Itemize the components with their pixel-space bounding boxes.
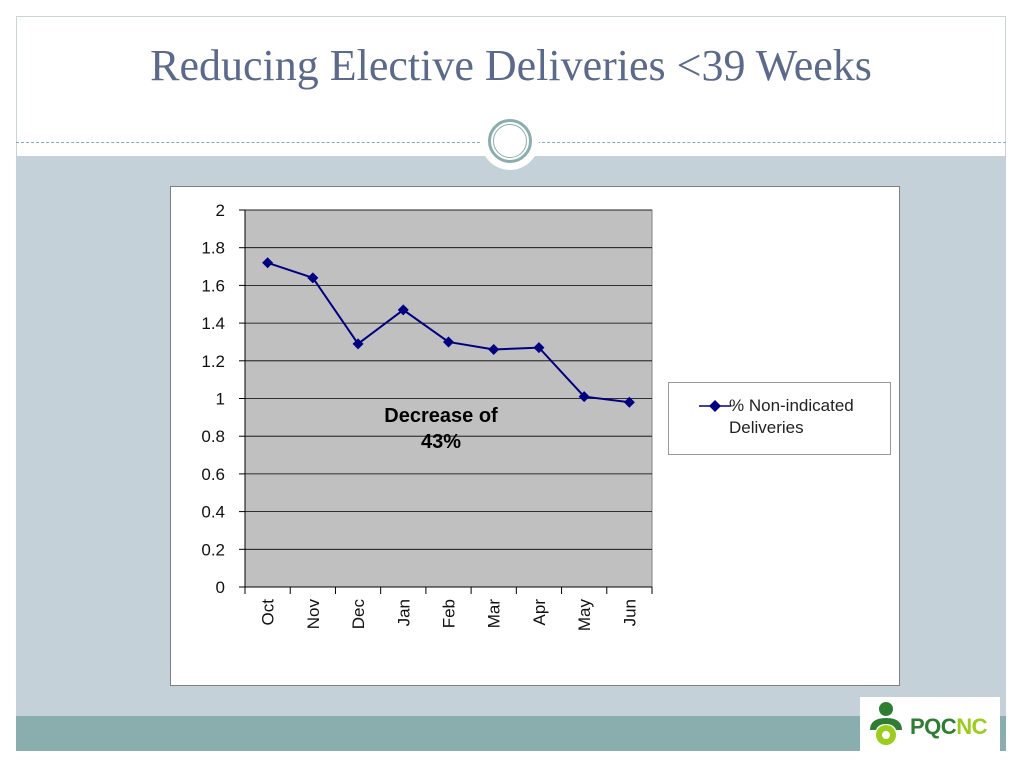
- x-tick-label: Oct: [259, 599, 278, 626]
- y-tick-label: 1.2: [201, 352, 225, 371]
- x-tick-label: Jan: [394, 599, 413, 626]
- logo-text-pqc: PQC: [910, 714, 957, 739]
- data-point: [262, 257, 274, 269]
- y-tick-label: 2: [216, 201, 225, 220]
- x-tick-label: Feb: [440, 599, 459, 628]
- logo-wordmark: PQCNC: [910, 714, 987, 740]
- legend-diamond-icon: [699, 400, 731, 412]
- footer-band: [16, 716, 1006, 751]
- ornament-inner-ring: [493, 124, 527, 158]
- x-tick-label: Mar: [485, 599, 504, 629]
- data-point: [397, 304, 409, 316]
- y-tick-label: 1: [216, 390, 225, 409]
- x-tick-label: Apr: [530, 599, 549, 626]
- data-point: [488, 343, 500, 355]
- y-tick-label: 0.4: [201, 503, 225, 522]
- legend-label: % Non-indicated Deliveries: [729, 396, 854, 437]
- y-tick-label: 0.2: [201, 540, 225, 559]
- data-point: [352, 338, 364, 350]
- annotation-line-2: 43%: [420, 431, 462, 453]
- data-point: [578, 391, 590, 403]
- y-tick-label: 1.6: [201, 276, 225, 295]
- y-tick-label: 0: [216, 578, 225, 597]
- y-tick-label: 0.6: [201, 465, 225, 484]
- y-tick-label: 0.8: [201, 427, 225, 446]
- slide-title: Reducing Elective Deliveries <39 Weeks: [150, 41, 872, 90]
- data-point: [623, 396, 635, 408]
- mother-baby-icon: [870, 702, 902, 745]
- chart-legend: % Non-indicated Deliveries: [668, 382, 891, 455]
- x-tick-label: Jun: [620, 599, 639, 626]
- annotation-line-1: Decrease of: [384, 405, 498, 427]
- x-tick-label: Dec: [349, 599, 368, 630]
- y-tick-label: 1.8: [201, 239, 225, 258]
- pqcnc-logo: PQCNC: [860, 697, 1000, 751]
- chart-annotation: Decrease of 43%: [356, 403, 526, 455]
- y-tick-label: 1.4: [201, 314, 225, 333]
- data-point: [307, 272, 319, 284]
- data-point: [443, 336, 454, 348]
- x-tick-label: May: [575, 599, 594, 632]
- logo-text-nc: NC: [956, 714, 987, 739]
- x-tick-label: Nov: [304, 599, 323, 630]
- data-point: [533, 342, 545, 354]
